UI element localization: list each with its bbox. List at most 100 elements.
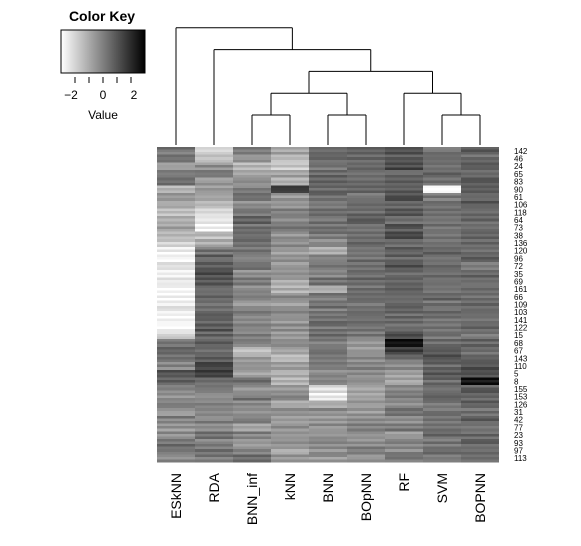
heatmap-cell <box>385 341 423 345</box>
heatmap-cell <box>271 351 309 356</box>
heatmap-cell <box>461 349 499 353</box>
heatmap-cell <box>347 295 385 299</box>
heatmap-cell <box>195 403 233 407</box>
heatmap-cell <box>347 390 385 394</box>
heatmap-cell <box>347 431 385 435</box>
heatmap-cell <box>309 149 347 153</box>
heatmap-cell <box>195 346 233 350</box>
heatmap-cell <box>347 385 385 389</box>
heatmap-cell <box>385 344 423 348</box>
heatmap-cell <box>157 149 195 153</box>
row-label: 141 <box>514 316 528 325</box>
heatmap-cell <box>157 456 195 461</box>
heatmap-cell <box>233 231 271 235</box>
heatmap-cell <box>271 170 309 174</box>
heatmap-cell <box>271 234 309 238</box>
heatmap-cell <box>309 415 347 420</box>
heatmap-cell <box>461 272 499 276</box>
heatmap-cell <box>157 164 195 169</box>
heatmap-cell <box>385 313 423 317</box>
heatmap-cell <box>347 252 385 256</box>
heatmap-cell <box>157 205 195 210</box>
heatmap-cell <box>385 269 423 274</box>
heatmap-cell <box>385 326 423 330</box>
heatmap-cell <box>271 180 309 184</box>
heatmap-cell <box>271 221 309 225</box>
heatmap-cell <box>233 282 271 286</box>
heatmap-cell <box>271 454 309 458</box>
heatmap-cell <box>309 431 347 435</box>
heatmap-cell <box>157 213 195 217</box>
heatmap-cell <box>347 372 385 376</box>
heatmap-cell <box>195 280 233 284</box>
heatmap-cell <box>385 262 423 266</box>
heatmap-cell <box>233 436 271 440</box>
heatmap-cell <box>271 397 309 402</box>
heatmap-cell <box>385 203 423 207</box>
heatmap-cell <box>347 193 385 197</box>
heatmap-cell <box>461 326 499 330</box>
heatmap-cell <box>271 372 309 376</box>
heatmap-cell <box>271 305 309 309</box>
heatmap-cell <box>385 272 423 276</box>
heatmap-cell <box>461 369 499 373</box>
heatmap-cell <box>309 167 347 171</box>
heatmap-cell <box>233 449 271 453</box>
heatmap-cell <box>195 333 233 338</box>
heatmap-cell <box>195 211 233 215</box>
heatmap-cell <box>385 198 423 202</box>
heatmap-cell <box>385 400 423 404</box>
heatmap-cell <box>309 287 347 292</box>
heatmap-cell <box>461 226 499 230</box>
heatmap-cell <box>271 328 309 332</box>
heatmap-cell <box>233 182 271 187</box>
heatmap-cell <box>385 362 423 366</box>
heatmap-cell <box>347 300 385 304</box>
heatmap-cell <box>461 216 499 220</box>
heatmap-cell <box>385 193 423 197</box>
heatmap-cell <box>195 433 233 437</box>
heatmap-cell <box>309 157 347 161</box>
heatmap-cell <box>461 413 499 417</box>
heatmap-cell <box>385 244 423 248</box>
heatmap-cell <box>195 287 233 292</box>
row-label: 143 <box>514 354 528 363</box>
heatmap-cell <box>461 380 499 384</box>
heatmap-cell <box>309 246 347 251</box>
heatmap-cell <box>157 228 195 233</box>
row-label: 113 <box>514 454 527 463</box>
heatmap-cell <box>195 298 233 302</box>
heatmap-cell <box>347 152 385 156</box>
row-label: 97 <box>514 446 523 455</box>
heatmap-cell <box>233 359 271 363</box>
heatmap-cell <box>157 405 195 409</box>
heatmap-cell <box>385 438 423 443</box>
heatmap-cell <box>385 195 423 199</box>
heatmap-cell <box>423 459 461 463</box>
heatmap-cell <box>309 236 347 240</box>
heatmap-cell <box>309 244 347 248</box>
heatmap-cell <box>347 162 385 166</box>
heatmap-cell <box>309 305 347 309</box>
heatmap-cell <box>157 300 195 304</box>
heatmap-cell <box>271 177 309 181</box>
heatmap-cell <box>423 252 461 256</box>
heatmap-cell <box>195 410 233 414</box>
heatmap-cell <box>195 354 233 358</box>
heatmap-cell <box>385 369 423 373</box>
heatmap-cell <box>423 234 461 238</box>
heatmap-cell <box>347 269 385 274</box>
heatmap-cell <box>347 218 385 222</box>
heatmap-cell <box>309 164 347 169</box>
heatmap-cell <box>461 339 499 343</box>
heatmap-cell <box>195 157 233 161</box>
heatmap-cell <box>461 198 499 202</box>
heatmap-cell <box>423 438 461 443</box>
heatmap-cell <box>271 313 309 317</box>
heatmap-cell <box>461 449 499 453</box>
heatmap-cell <box>347 228 385 233</box>
heatmap-cell <box>461 405 499 409</box>
heatmap-cell <box>309 267 347 271</box>
heatmap-cell <box>233 295 271 299</box>
heatmap-cell <box>271 282 309 286</box>
